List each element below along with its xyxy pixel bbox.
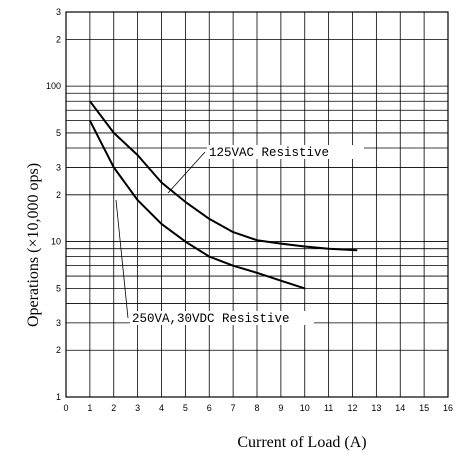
y-tick-label: 3: [56, 7, 61, 17]
grid: [65, 11, 449, 398]
x-tick-label: 16: [443, 403, 453, 413]
plot-frame: [65, 11, 449, 398]
annotation-label: 250VA,30VDC Resistive: [132, 312, 290, 326]
x-tick-label: 1: [87, 403, 92, 413]
axes: [65, 11, 449, 398]
series-lines: [89, 100, 358, 290]
x-tick-label: 5: [183, 403, 188, 413]
series-line-2: [89, 120, 306, 290]
y-tick-label: 10: [51, 237, 61, 247]
x-tick-label: 13: [371, 403, 381, 413]
annotations: 125VAC Resistive 250VA,30VDC Resistive: [115, 145, 364, 326]
x-tick-label: 0: [63, 403, 68, 413]
x-tick-label: 3: [135, 403, 140, 413]
x-tick-label: 9: [278, 403, 283, 413]
y-tick-label: 2: [56, 345, 61, 355]
y-tick-label: 100: [46, 81, 61, 91]
y-tick-label: 1: [56, 392, 61, 402]
x-tick-label: 2: [111, 403, 116, 413]
y-tick-label: 3: [56, 318, 61, 328]
x-tick-label: 11: [324, 403, 333, 413]
annotation-background: [207, 145, 364, 159]
annotation-background: [130, 311, 314, 325]
series-line-1: [89, 100, 358, 252]
x-tick-label: 15: [419, 403, 429, 413]
annotation-leader: [115, 199, 129, 319]
x-tick-label: 8: [254, 403, 259, 413]
x-tick-label: 12: [347, 403, 357, 413]
x-axis-label: Current of Load (A): [237, 434, 366, 451]
y-axis-label: Operations (×10,000 ops): [25, 163, 42, 327]
annotation-leader: [167, 151, 206, 194]
x-tick-label: 10: [300, 403, 310, 413]
annotation-label: 125VAC Resistive: [209, 146, 329, 160]
x-tick-label: 4: [159, 403, 164, 413]
y-tick-label: 2: [56, 190, 61, 200]
x-tick-label: 14: [395, 403, 405, 413]
x-tick-label: 7: [231, 403, 236, 413]
y-tick-label: 5: [56, 283, 61, 293]
y-tick-label: 5: [56, 128, 61, 138]
x-tick-label: 6: [207, 403, 212, 413]
y-tick-label: 2: [56, 34, 61, 44]
y-tick-label: 3: [56, 162, 61, 172]
